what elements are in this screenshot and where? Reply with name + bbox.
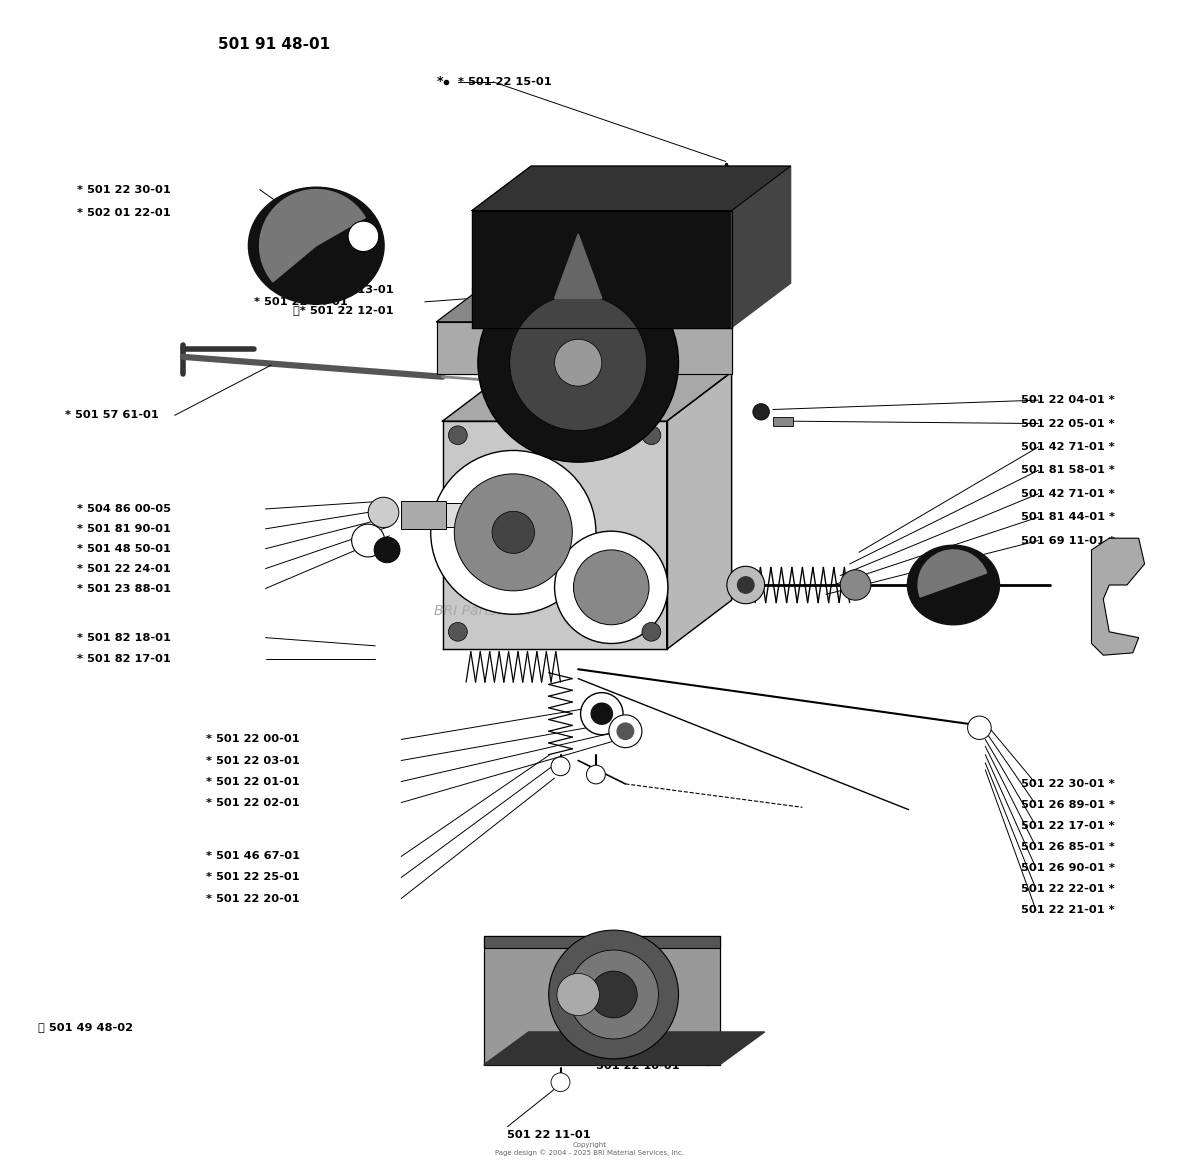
Text: * 501 48 50-01: * 501 48 50-01 [77, 544, 171, 553]
Text: * 501 22 25-01: * 501 22 25-01 [206, 873, 300, 882]
Circle shape [840, 570, 871, 600]
Text: 501 26 89-01 *: 501 26 89-01 * [1021, 800, 1115, 810]
Polygon shape [1092, 538, 1145, 655]
Text: 501 22 10-01 *: 501 22 10-01 * [596, 1061, 689, 1071]
Polygon shape [484, 948, 720, 1065]
Circle shape [555, 339, 602, 386]
Circle shape [642, 622, 661, 641]
Circle shape [431, 450, 596, 614]
Polygon shape [732, 166, 791, 328]
Text: * 501 81 90-01: * 501 81 90-01 [77, 524, 171, 534]
Circle shape [642, 426, 661, 445]
Circle shape [551, 1073, 570, 1092]
Polygon shape [472, 166, 791, 211]
Circle shape [510, 295, 647, 431]
Circle shape [478, 263, 678, 462]
Circle shape [448, 426, 467, 445]
Wedge shape [260, 190, 366, 282]
Polygon shape [446, 503, 478, 526]
Circle shape [591, 703, 612, 724]
Circle shape [609, 715, 642, 748]
Text: 501 91 48-01: 501 91 48-01 [218, 37, 330, 51]
Wedge shape [918, 550, 986, 597]
Text: Copyright
Page design © 2004 - 2025 BRI Material Services, Inc.: Copyright Page design © 2004 - 2025 BRI … [496, 1142, 684, 1156]
Text: * 501 22 20-01: * 501 22 20-01 [206, 894, 300, 903]
Text: * 502 01 22-01: * 502 01 22-01 [77, 208, 170, 218]
Circle shape [492, 511, 535, 553]
Polygon shape [401, 501, 446, 529]
Text: * 501 22 15-01: * 501 22 15-01 [458, 77, 551, 87]
Circle shape [569, 950, 658, 1039]
Polygon shape [442, 421, 667, 649]
Circle shape [555, 531, 668, 644]
Circle shape [590, 971, 637, 1018]
Text: 501 22 30-01 *: 501 22 30-01 * [1022, 779, 1115, 789]
Polygon shape [442, 372, 732, 421]
Polygon shape [437, 284, 781, 322]
Text: 501 22 05-01 *: 501 22 05-01 * [1022, 419, 1115, 428]
Text: * 501 22 03-01: * 501 22 03-01 [206, 756, 300, 765]
Circle shape [551, 757, 570, 776]
Circle shape [581, 693, 623, 735]
Text: * 501 23 88-01: * 501 23 88-01 [77, 584, 171, 593]
Circle shape [968, 716, 991, 739]
Circle shape [454, 474, 572, 591]
Text: * 501 57 61-01: * 501 57 61-01 [65, 411, 158, 420]
Circle shape [738, 577, 754, 593]
Circle shape [368, 497, 399, 528]
Text: *: * [437, 75, 444, 89]
Polygon shape [773, 417, 793, 426]
Polygon shape [484, 1032, 765, 1065]
Text: * 501 22 00-01: * 501 22 00-01 [206, 735, 300, 744]
Circle shape [586, 765, 605, 784]
Text: ⓜ 501 49 48-02: ⓜ 501 49 48-02 [38, 1023, 133, 1032]
Text: 501 42 71-01 *: 501 42 71-01 * [1022, 442, 1115, 452]
Text: * 504 86 00-05: * 504 86 00-05 [77, 504, 171, 514]
Circle shape [753, 404, 769, 420]
Text: * 501 46 67-01: * 501 46 67-01 [206, 852, 301, 861]
Text: * 501 82 17-01: * 501 82 17-01 [77, 654, 170, 663]
Text: * 501 22 14-01: * 501 22 14-01 [254, 297, 347, 307]
Text: ⓜ* 501 22 13-01: ⓜ* 501 22 13-01 [293, 284, 393, 294]
Ellipse shape [907, 545, 999, 625]
Text: 501 22 21-01 *: 501 22 21-01 * [1022, 906, 1115, 915]
Text: 501 22 11-01: 501 22 11-01 [507, 1130, 591, 1140]
Circle shape [348, 221, 379, 252]
Text: * 501 22 01-01: * 501 22 01-01 [206, 777, 300, 786]
Text: 501 42 71-01 *: 501 42 71-01 * [1022, 489, 1115, 498]
Text: 501 81 44-01 *: 501 81 44-01 * [1021, 512, 1115, 522]
Polygon shape [472, 211, 732, 328]
Text: ⓜ* 501 22 12-01: ⓜ* 501 22 12-01 [293, 305, 393, 315]
Circle shape [727, 566, 765, 604]
Text: 501 22 04-01 *: 501 22 04-01 * [1022, 395, 1115, 405]
Text: 501 69 11-01 *: 501 69 11-01 * [1021, 536, 1115, 545]
Text: BRI Parts.com™: BRI Parts.com™ [434, 604, 545, 618]
Polygon shape [555, 234, 602, 298]
Text: 501 26 85-01 *: 501 26 85-01 * [1021, 842, 1115, 852]
Text: 501 81 58-01 *: 501 81 58-01 * [1021, 466, 1115, 475]
Circle shape [448, 622, 467, 641]
Circle shape [374, 537, 400, 563]
Ellipse shape [248, 187, 385, 304]
Circle shape [549, 930, 678, 1059]
Polygon shape [667, 372, 732, 649]
Text: 501 22 17-01 *: 501 22 17-01 * [1022, 821, 1115, 831]
Text: 501 22 08-01 *ⓜ: 501 22 08-01 *ⓜ [596, 1019, 696, 1028]
Text: * 501 82 18-01: * 501 82 18-01 [77, 633, 171, 642]
Text: * 501 22 02-01: * 501 22 02-01 [206, 798, 300, 807]
Circle shape [557, 973, 599, 1016]
Circle shape [573, 550, 649, 625]
Text: 501 26 90-01 *: 501 26 90-01 * [1021, 863, 1115, 873]
Text: 501 22 22-01 *: 501 22 22-01 * [1022, 885, 1115, 894]
Text: *: * [463, 525, 470, 539]
Circle shape [617, 723, 634, 739]
Circle shape [352, 524, 385, 557]
Text: * 501 22 30-01: * 501 22 30-01 [77, 185, 170, 194]
Polygon shape [484, 936, 720, 948]
Polygon shape [437, 322, 732, 374]
Text: 501 22 09-01 *ⓜ: 501 22 09-01 *ⓜ [596, 1040, 696, 1049]
Text: * 501 22 24-01: * 501 22 24-01 [77, 564, 170, 573]
